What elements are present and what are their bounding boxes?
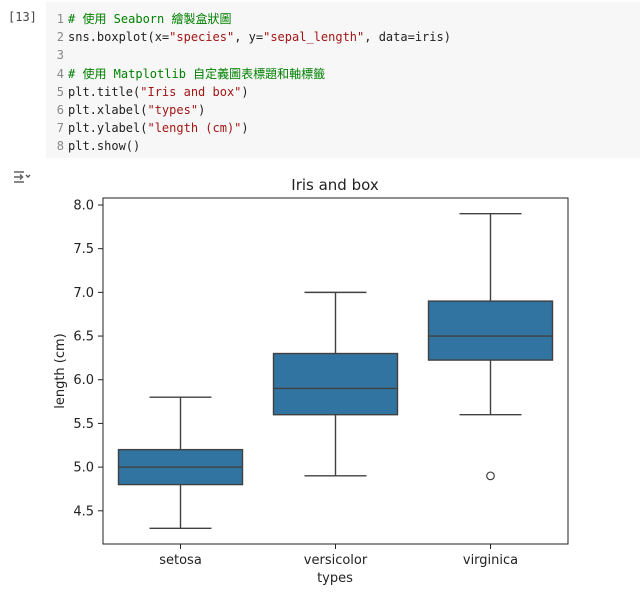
x-tick-label: setosa [159, 553, 202, 568]
code-token: plt.xlabel( [68, 103, 148, 117]
x-axis-label: types [317, 571, 353, 586]
line-number: 6 [56, 103, 64, 117]
x-tick-label: versicolor [304, 553, 368, 568]
y-tick-label: 6.5 [73, 330, 94, 345]
execution-count: [13] [8, 10, 37, 24]
code-token: , y= [234, 30, 264, 45]
code-line: 2 sns.boxplot(x="species", y="sepal_lengt… [46, 28, 451, 46]
line-number: 5 [56, 84, 64, 99]
code-token: # 使用 Matplotlib 自定義圖表標題和軸標籤 [68, 66, 326, 81]
line-number: 8 [56, 139, 64, 154]
code-token: ) [198, 103, 206, 117]
box-virginica [427, 213, 554, 481]
chart-title: Iris and box [291, 176, 379, 194]
code-token: , data=iris) [364, 30, 451, 45]
code-editor[interactable]: 1 # 使用 Seaborn 繪製盒狀圖 2 sns.boxplot(x="speci… [46, 2, 640, 158]
code-token: "length (cm)" [147, 121, 242, 136]
y-axis-label: length (cm) [53, 333, 68, 409]
code-line: 7 plt.ylabel("length (cm)") [46, 119, 249, 137]
code-token: "species" [169, 30, 235, 45]
code-line: 6 plt.xlabel("types") [46, 101, 206, 119]
y-tick-label: 7.0 [73, 286, 94, 301]
code-token: ) [241, 121, 249, 136]
x-tick-label: virginica [463, 553, 518, 568]
line-number: 7 [56, 121, 64, 136]
box-body [272, 352, 399, 416]
y-tick-label: 7.5 [73, 242, 94, 257]
code-token: "Iris and box" [140, 84, 242, 99]
code-line: 4 # 使用 Matplotlib 自定義圖表標題和軸標籤 [46, 65, 325, 83]
code-token: sns.boxplot(x= [68, 30, 170, 45]
y-tick-label: 5.5 [73, 417, 94, 432]
code-line: 8 plt.show() [46, 137, 140, 155]
line-number: 4 [56, 66, 64, 81]
code-cell[interactable]: [13] 1 # 使用 Seaborn 繪製盒狀圖 2 sns.boxplot(x="… [0, 0, 640, 160]
code-token: # 使用 Seaborn 繪製盒狀圖 [68, 12, 232, 26]
code-token: plt.show() [68, 139, 141, 154]
line-number: 1 [56, 12, 64, 26]
code-line: 3 [46, 46, 68, 64]
code-token: ) [241, 84, 249, 99]
box-versicolor [272, 291, 399, 477]
y-tick-label: 5.0 [73, 461, 94, 476]
line-number: 2 [56, 30, 64, 45]
box-body [427, 300, 554, 361]
code-line: 5 plt.title("Iris and box") [46, 83, 249, 101]
output-toggle-icon[interactable] [12, 168, 32, 186]
code-token: "sepal_length" [263, 30, 365, 45]
y-tick-label: 6.0 [73, 373, 94, 388]
y-tick-label: 8.0 [73, 198, 94, 213]
line-number: 3 [56, 48, 64, 63]
code-line: 1 # 使用 Seaborn 繪製盒狀圖 [46, 10, 232, 28]
y-tick-label: 4.5 [73, 504, 94, 519]
code-token: plt.title( [68, 84, 141, 99]
box-setosa [117, 396, 244, 529]
code-token: "types" [147, 103, 199, 117]
outlier-point [486, 471, 495, 481]
code-token: plt.ylabel( [68, 121, 148, 136]
